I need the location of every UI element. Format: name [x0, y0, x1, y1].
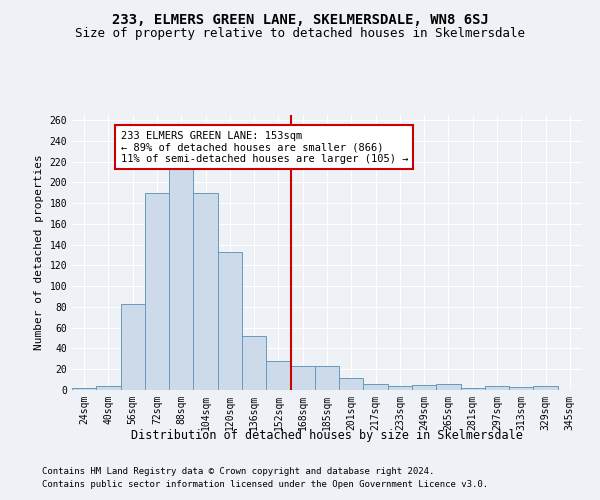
Bar: [485, 386, 509, 390]
Bar: [509, 387, 533, 390]
Y-axis label: Number of detached properties: Number of detached properties: [34, 154, 44, 350]
Bar: [169, 167, 193, 390]
Bar: [364, 384, 388, 390]
Text: 233, ELMERS GREEN LANE, SKELMERSDALE, WN8 6SJ: 233, ELMERS GREEN LANE, SKELMERSDALE, WN…: [112, 12, 488, 26]
Bar: [218, 252, 242, 390]
Bar: [145, 193, 169, 390]
Bar: [461, 388, 485, 390]
Bar: [96, 386, 121, 390]
Text: 233 ELMERS GREEN LANE: 153sqm
← 89% of detached houses are smaller (866)
11% of : 233 ELMERS GREEN LANE: 153sqm ← 89% of d…: [121, 130, 408, 164]
Bar: [242, 336, 266, 390]
Bar: [72, 388, 96, 390]
Bar: [266, 361, 290, 390]
Bar: [412, 385, 436, 390]
Bar: [121, 304, 145, 390]
Bar: [533, 386, 558, 390]
Text: Distribution of detached houses by size in Skelmersdale: Distribution of detached houses by size …: [131, 428, 523, 442]
Text: Size of property relative to detached houses in Skelmersdale: Size of property relative to detached ho…: [75, 28, 525, 40]
Text: Contains public sector information licensed under the Open Government Licence v3: Contains public sector information licen…: [42, 480, 488, 489]
Bar: [193, 193, 218, 390]
Text: Contains HM Land Registry data © Crown copyright and database right 2024.: Contains HM Land Registry data © Crown c…: [42, 467, 434, 476]
Bar: [388, 386, 412, 390]
Bar: [436, 384, 461, 390]
Bar: [315, 366, 339, 390]
Bar: [290, 366, 315, 390]
Bar: [339, 378, 364, 390]
